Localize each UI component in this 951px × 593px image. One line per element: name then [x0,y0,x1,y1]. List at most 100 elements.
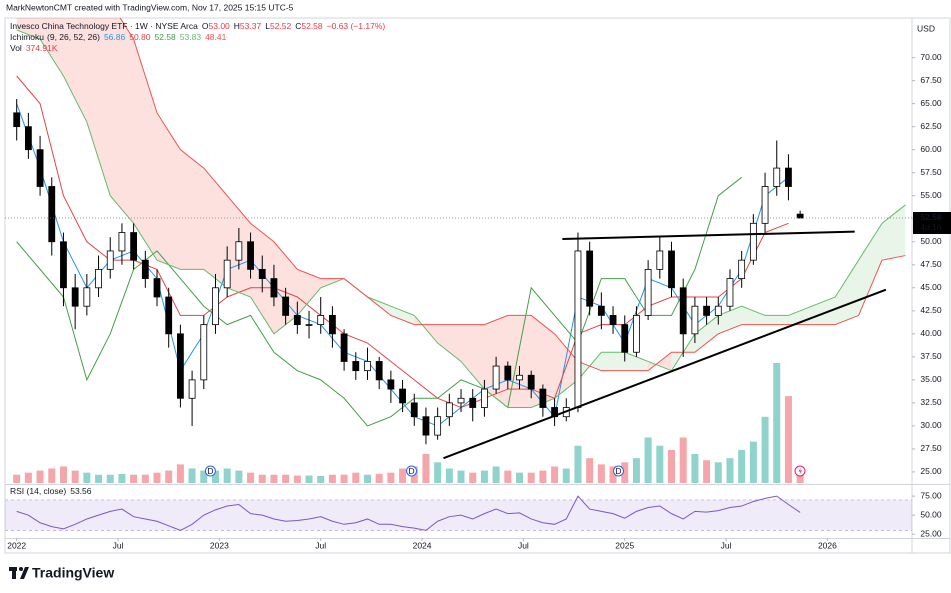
candle-body [270,278,278,298]
candle-body [247,241,254,270]
volume-bar [95,474,103,483]
candle-body [95,268,102,289]
volume-bar [211,470,219,483]
candle-body [445,402,453,418]
readout-key: O [202,21,209,31]
candle-body [153,278,161,298]
candle-body [504,365,512,381]
axes: 25.00 27.50 30.00 32.50 35.00 37.50 40.00 42.50… [7,52,942,550]
candle-body [469,397,477,408]
y-tick-label: 27.50 [920,443,942,453]
volume-bar [551,466,559,483]
indicator-name: Ichimoku [10,32,44,42]
volume-bar [457,470,465,483]
candle-body [13,112,21,128]
x-tick-label: Jul [113,540,124,550]
trend-line [443,288,887,460]
cloud-segment [835,260,859,325]
readout-key: C [295,21,301,31]
volume-bar [282,474,290,483]
cloud-segment [63,18,87,123]
readout-key: H [234,21,240,31]
dividend-marker [406,465,418,477]
ichimoku-line [16,176,742,427]
y-tick-label: 42.50 [920,305,942,315]
volume-bar [328,474,336,483]
ichimoku-line [119,18,906,372]
volume-readout: 374.91K [26,43,58,53]
volume-bar [258,474,266,483]
candle-body [410,402,418,418]
cloud-segment [531,315,555,408]
cloud-segment [507,315,532,408]
logo-part [19,567,23,571]
cloud-segment [110,18,134,224]
candle-body [656,250,664,270]
cloud-segment [203,168,228,288]
brand: TradingView [32,565,114,581]
candle-body [679,287,687,335]
currency: USD [917,23,935,33]
volume-name: Vol [10,43,22,53]
rsi-line [16,495,801,531]
rsi-title: RSI (14, close) [10,486,66,496]
x-tick-label: 2023 [210,540,229,550]
y-tick-label: 55.00 [920,190,942,200]
candle-body [633,315,640,353]
candle-body [586,250,594,307]
volume-bar [738,449,746,483]
volume-bar [714,462,722,483]
candle-body [621,324,629,353]
legend-main: Invesco China Technology ETF · 1W · NYSE… [10,21,385,31]
cloud-segment [180,149,204,270]
volume-bar [632,458,640,483]
y-tick-label: 45.00 [920,282,942,292]
candle-body [492,365,500,390]
volume-bar [141,474,149,483]
cloud-segment [16,18,41,40]
cloud-segment [624,352,649,371]
x-tick-label: Jul [721,540,732,550]
trend-line [562,230,855,240]
volume-bar [773,363,781,483]
volume-bar [363,474,371,483]
cloud-segment [694,315,719,353]
volume-bar [504,470,512,483]
y-tick-label: 50.00 [920,509,942,519]
volume-bar [445,468,453,483]
candle-body [574,250,582,408]
candle-body [609,315,617,326]
dividend-marker [613,465,625,477]
candle-body [60,241,67,289]
cloud-segment [881,204,906,261]
candle-body [141,259,149,279]
legend-rsi: RSI (14, close) 53.56 [10,486,92,496]
volume-bar [48,468,56,483]
candle-body [282,296,290,316]
candle-body [36,149,44,187]
volume-bar [480,470,488,483]
volume-bar [293,475,301,483]
volume-bar [422,454,430,483]
candle-body [188,379,196,399]
candle-body [305,324,313,326]
dividend-marker [204,465,216,477]
volume-bar [200,470,208,483]
cloud-segment [157,112,181,270]
candle-body [24,126,32,151]
readout-change: −0.63 (−1.17%) [327,21,386,31]
candle-body [422,416,430,436]
volume-bar [434,462,442,483]
y-tick-label: 57.50 [920,167,942,177]
volume-bar [691,454,699,483]
candle-body [118,232,126,252]
indicator-readout: 48.41 [205,32,227,42]
candle-body [375,361,383,381]
x-tick-label: 2025 [615,540,634,550]
candle-body [668,250,675,289]
volume-bar [621,462,629,483]
volume-bar [726,458,734,483]
readout-value: 52.58 [301,21,323,31]
volume-bar [317,475,325,483]
